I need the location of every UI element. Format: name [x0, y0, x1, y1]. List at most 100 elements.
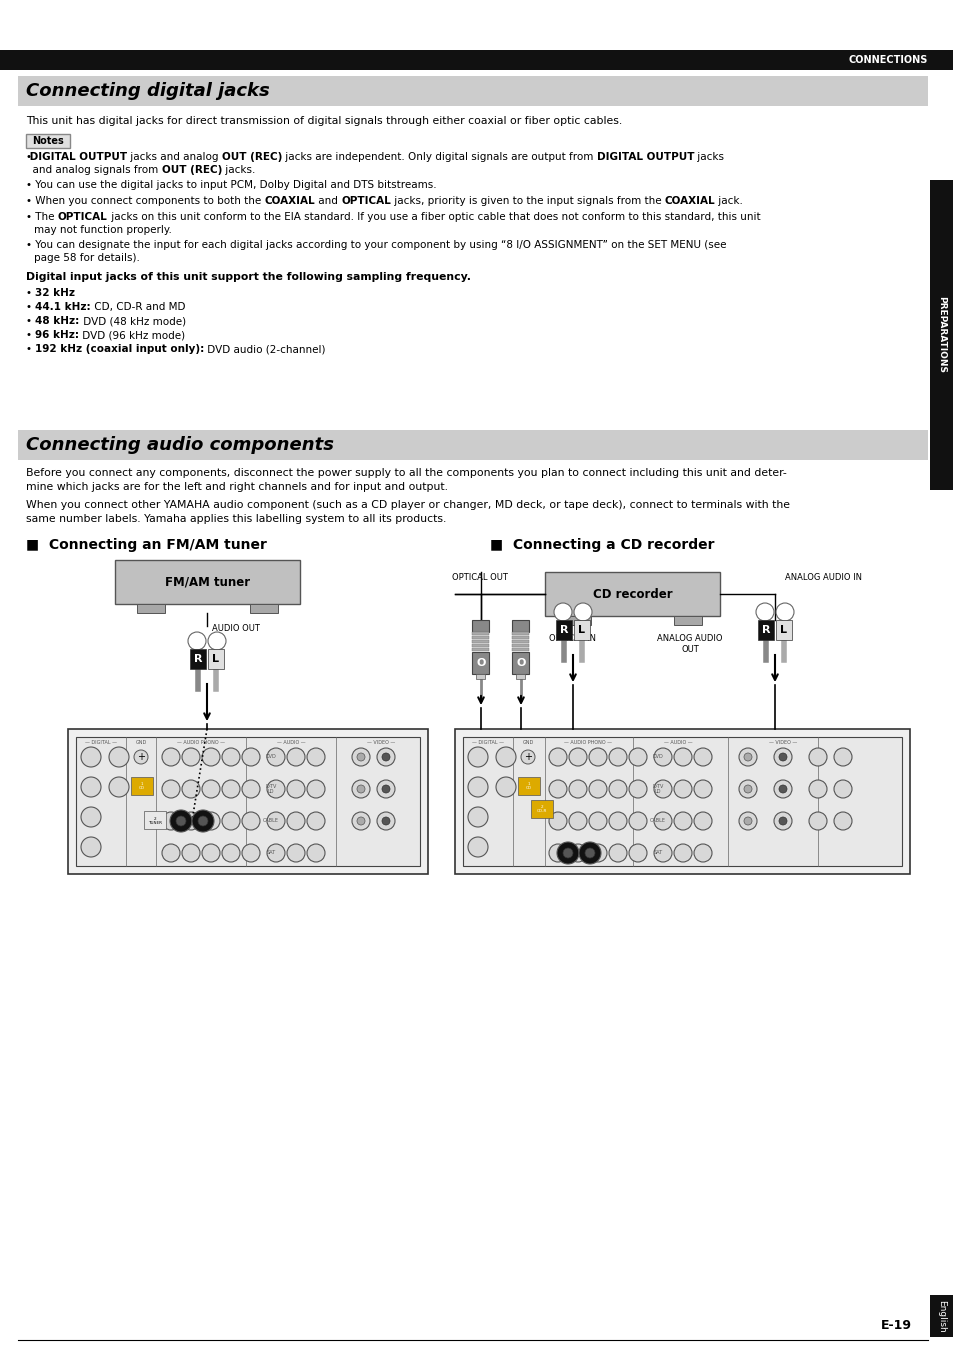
Circle shape [808, 780, 826, 798]
Circle shape [352, 780, 370, 798]
Circle shape [773, 748, 791, 766]
Circle shape [287, 780, 305, 798]
Bar [517, 777, 539, 794]
Bar [462, 738, 901, 866]
Bar [512, 640, 529, 643]
Text: • You can designate the input for each digital jacks according to your component: • You can designate the input for each d… [26, 240, 726, 250]
Circle shape [222, 844, 240, 862]
Text: PREPARATIONS: PREPARATIONS [937, 296, 945, 373]
Text: +: + [137, 753, 145, 762]
Bar [929, 1296, 953, 1337]
Circle shape [773, 780, 791, 798]
Circle shape [162, 780, 180, 798]
Circle shape [693, 812, 711, 830]
Bar [512, 644, 529, 647]
Bar [472, 648, 489, 651]
Circle shape [267, 748, 285, 766]
Bar [516, 674, 524, 680]
Circle shape [287, 844, 305, 862]
Bar [531, 800, 553, 817]
Text: This unit has digital jacks for direct transmission of digital signals through e: This unit has digital jacks for direct t… [26, 116, 621, 126]
Circle shape [133, 750, 148, 765]
Text: • You can use the digital jacks to input PCM, Dolby Digital and DTS bitstreams.: • You can use the digital jacks to input… [26, 180, 436, 190]
Circle shape [287, 748, 305, 766]
Circle shape [743, 785, 751, 793]
Circle shape [608, 780, 626, 798]
Circle shape [673, 780, 691, 798]
Circle shape [202, 812, 220, 830]
Bar [137, 604, 165, 613]
Circle shape [242, 844, 260, 862]
Circle shape [182, 748, 200, 766]
Text: O: O [516, 658, 525, 667]
Text: Connecting audio components: Connecting audio components [26, 436, 334, 454]
Bar [26, 134, 70, 149]
Bar [18, 430, 927, 459]
Text: L: L [578, 626, 585, 635]
Circle shape [267, 844, 285, 862]
Text: page 58 for details).: page 58 for details). [34, 253, 140, 263]
Circle shape [198, 816, 208, 825]
Text: DVD (96 kHz mode): DVD (96 kHz mode) [79, 330, 185, 340]
Bar [929, 180, 953, 490]
Circle shape [548, 748, 566, 766]
Text: DIGITAL OUTPUT: DIGITAL OUTPUT [26, 153, 127, 162]
Bar [476, 674, 484, 680]
Text: D-TV
LD: D-TV LD [265, 784, 276, 794]
Circle shape [588, 780, 606, 798]
Circle shape [468, 838, 488, 857]
Text: CD recorder: CD recorder [592, 588, 672, 600]
Text: • The: • The [26, 212, 58, 222]
Text: English: English [937, 1300, 945, 1332]
Circle shape [81, 807, 101, 827]
Bar [144, 811, 166, 830]
Text: COAXIAL: COAXIAL [264, 196, 314, 205]
Bar [131, 777, 152, 794]
Text: — AUDIO PHONO —: — AUDIO PHONO — [563, 740, 612, 744]
Circle shape [693, 844, 711, 862]
Text: OUT (REC): OUT (REC) [222, 153, 282, 162]
Text: SAT: SAT [266, 851, 275, 855]
Text: — VIDEO —: — VIDEO — [367, 740, 395, 744]
Text: Notes: Notes [32, 136, 64, 146]
Text: OPTICAL IN: OPTICAL IN [549, 634, 596, 643]
Circle shape [584, 848, 595, 858]
Text: FM/AM tuner: FM/AM tuner [165, 576, 250, 589]
Circle shape [588, 748, 606, 766]
Text: — AUDIO —: — AUDIO — [276, 740, 305, 744]
Circle shape [356, 753, 365, 761]
Text: •: • [26, 345, 35, 354]
Text: O: O [476, 658, 485, 667]
Circle shape [588, 812, 606, 830]
Bar [250, 604, 277, 613]
Bar [574, 620, 589, 640]
Circle shape [307, 748, 325, 766]
Bar [512, 648, 529, 651]
Circle shape [182, 780, 200, 798]
Bar [455, 730, 909, 874]
Text: jacks are independent. Only digital signals are output from: jacks are independent. Only digital sign… [282, 153, 597, 162]
Text: — AUDIO —: — AUDIO — [663, 740, 692, 744]
Bar [208, 648, 224, 669]
Text: ■  Connecting a CD recorder: ■ Connecting a CD recorder [490, 538, 714, 553]
Text: L: L [780, 626, 786, 635]
Circle shape [743, 753, 751, 761]
Circle shape [673, 812, 691, 830]
Circle shape [381, 817, 390, 825]
Circle shape [773, 812, 791, 830]
Text: ANALOG AUDIO
OUT: ANALOG AUDIO OUT [657, 634, 722, 654]
Text: SAT: SAT [653, 851, 662, 855]
Circle shape [654, 844, 671, 862]
Bar [472, 636, 489, 639]
Circle shape [568, 812, 586, 830]
Text: GND: GND [522, 740, 533, 744]
Text: CD, CD-R and MD: CD, CD-R and MD [91, 303, 185, 312]
Circle shape [562, 848, 573, 858]
Circle shape [242, 748, 260, 766]
Text: •: • [26, 303, 35, 312]
Bar [544, 571, 720, 616]
Text: 32 kHz: 32 kHz [35, 288, 75, 299]
Text: 48 kHz:: 48 kHz: [35, 316, 79, 326]
Circle shape [175, 816, 186, 825]
Text: CABLE: CABLE [649, 819, 665, 824]
